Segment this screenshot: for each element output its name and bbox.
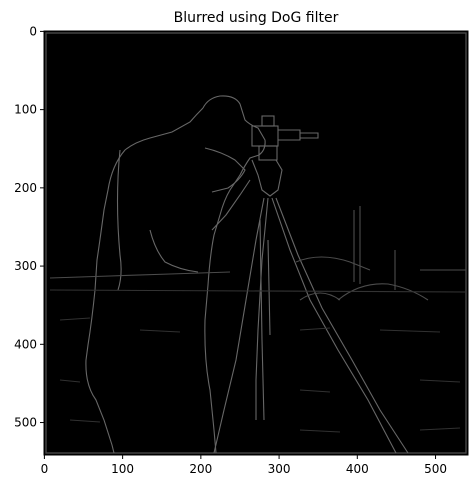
x-tick-label: 100 <box>111 462 134 476</box>
y-tick-label: 400 <box>14 337 37 351</box>
y-tick-label: 0 <box>29 24 37 38</box>
x-axis-ticks: 0 100 200 300 400 500 <box>41 455 447 476</box>
y-tick-label: 100 <box>14 103 37 117</box>
y-tick-label: 500 <box>14 416 37 430</box>
y-tick-label: 200 <box>14 181 37 195</box>
axes-frame <box>43 30 469 456</box>
edge-image-cameraman-icon <box>45 32 467 454</box>
y-tick-label: 300 <box>14 259 37 273</box>
x-tick-label: 500 <box>424 462 447 476</box>
figure-title: Blurred using DoG filter <box>173 10 339 26</box>
x-tick-label: 300 <box>268 462 291 476</box>
y-axis-ticks: 0 100 200 300 400 500 <box>14 24 44 430</box>
x-tick-label: 400 <box>346 462 369 476</box>
x-tick-label: 0 <box>41 462 49 476</box>
x-tick-label: 200 <box>189 462 212 476</box>
